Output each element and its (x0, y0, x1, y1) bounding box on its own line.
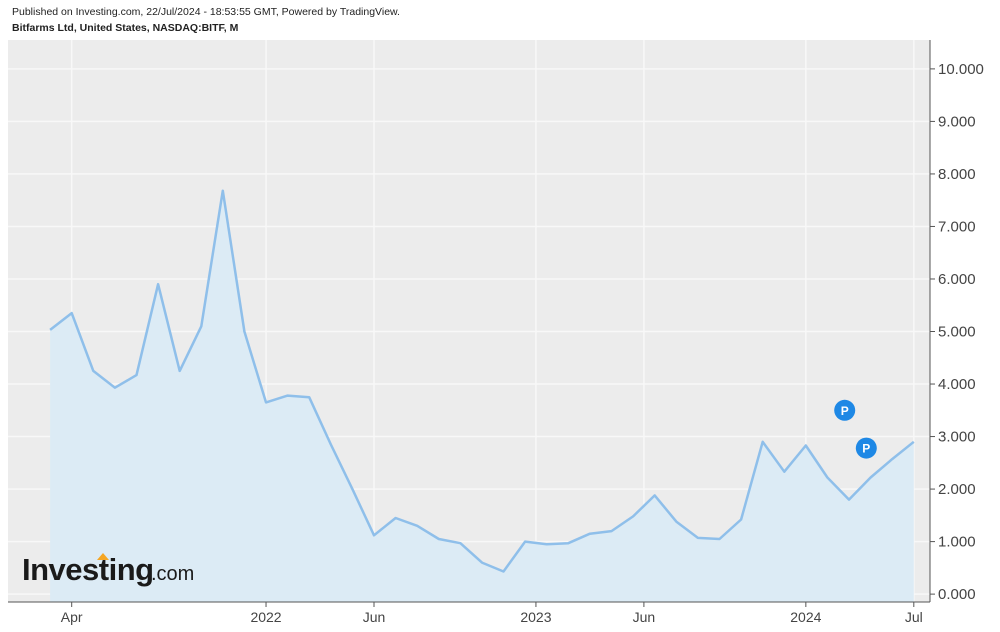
logo-wordmark: Investing (22, 552, 154, 587)
y-tick-label: 0.000 (938, 586, 976, 603)
x-tick-label: Jun (363, 609, 386, 625)
price-area-fill (50, 190, 914, 602)
logo-suffix: .com (151, 563, 194, 585)
event-marker[interactable]: P (834, 399, 856, 421)
x-tick-label: Jun (633, 609, 656, 625)
y-tick-label: 8.000 (938, 166, 976, 183)
x-tick-label: 2024 (790, 609, 821, 625)
price-line[interactable] (49, 189, 915, 573)
y-tick-label: 4.000 (938, 376, 976, 393)
y-tick-label: 9.000 (938, 113, 976, 130)
y-tick-label: 2.000 (938, 481, 976, 498)
y-tick-label: 10.000 (938, 61, 984, 78)
x-tick-label: Jul (905, 609, 923, 625)
x-tick-label: 2022 (250, 609, 281, 625)
gridlines (8, 40, 930, 602)
y-tick-label: 5.000 (938, 324, 976, 341)
marker-circle (834, 399, 856, 421)
chart-subtitle: Bitfarms Ltd, United States, NASDAQ:BITF… (12, 22, 239, 34)
marker-label: P (841, 404, 849, 418)
published-note: Published on Investing.com, 22/Jul/2024 … (12, 6, 400, 18)
y-tick-label: 3.000 (938, 429, 976, 446)
y-tick-label: 7.000 (938, 218, 976, 235)
x-tick-label: 2023 (520, 609, 551, 625)
investing-logo: Investing .com (22, 552, 194, 587)
event-marker[interactable]: P (855, 437, 877, 459)
logo-accent-icon (97, 553, 109, 560)
x-axis: Apr 2022 Jun 2023 Jun 2024 Jul (61, 602, 923, 625)
y-axis: 0.000 1.000 2.000 3.000 4.000 5.000 6.000 7.000… (930, 61, 984, 603)
marker-label: P (862, 442, 870, 456)
x-tick-label: Apr (61, 609, 83, 625)
marker-circle (855, 437, 877, 459)
event-markers: PP (834, 399, 877, 459)
y-tick-label: 6.000 (938, 271, 976, 288)
y-tick-label: 1.000 (938, 534, 976, 551)
